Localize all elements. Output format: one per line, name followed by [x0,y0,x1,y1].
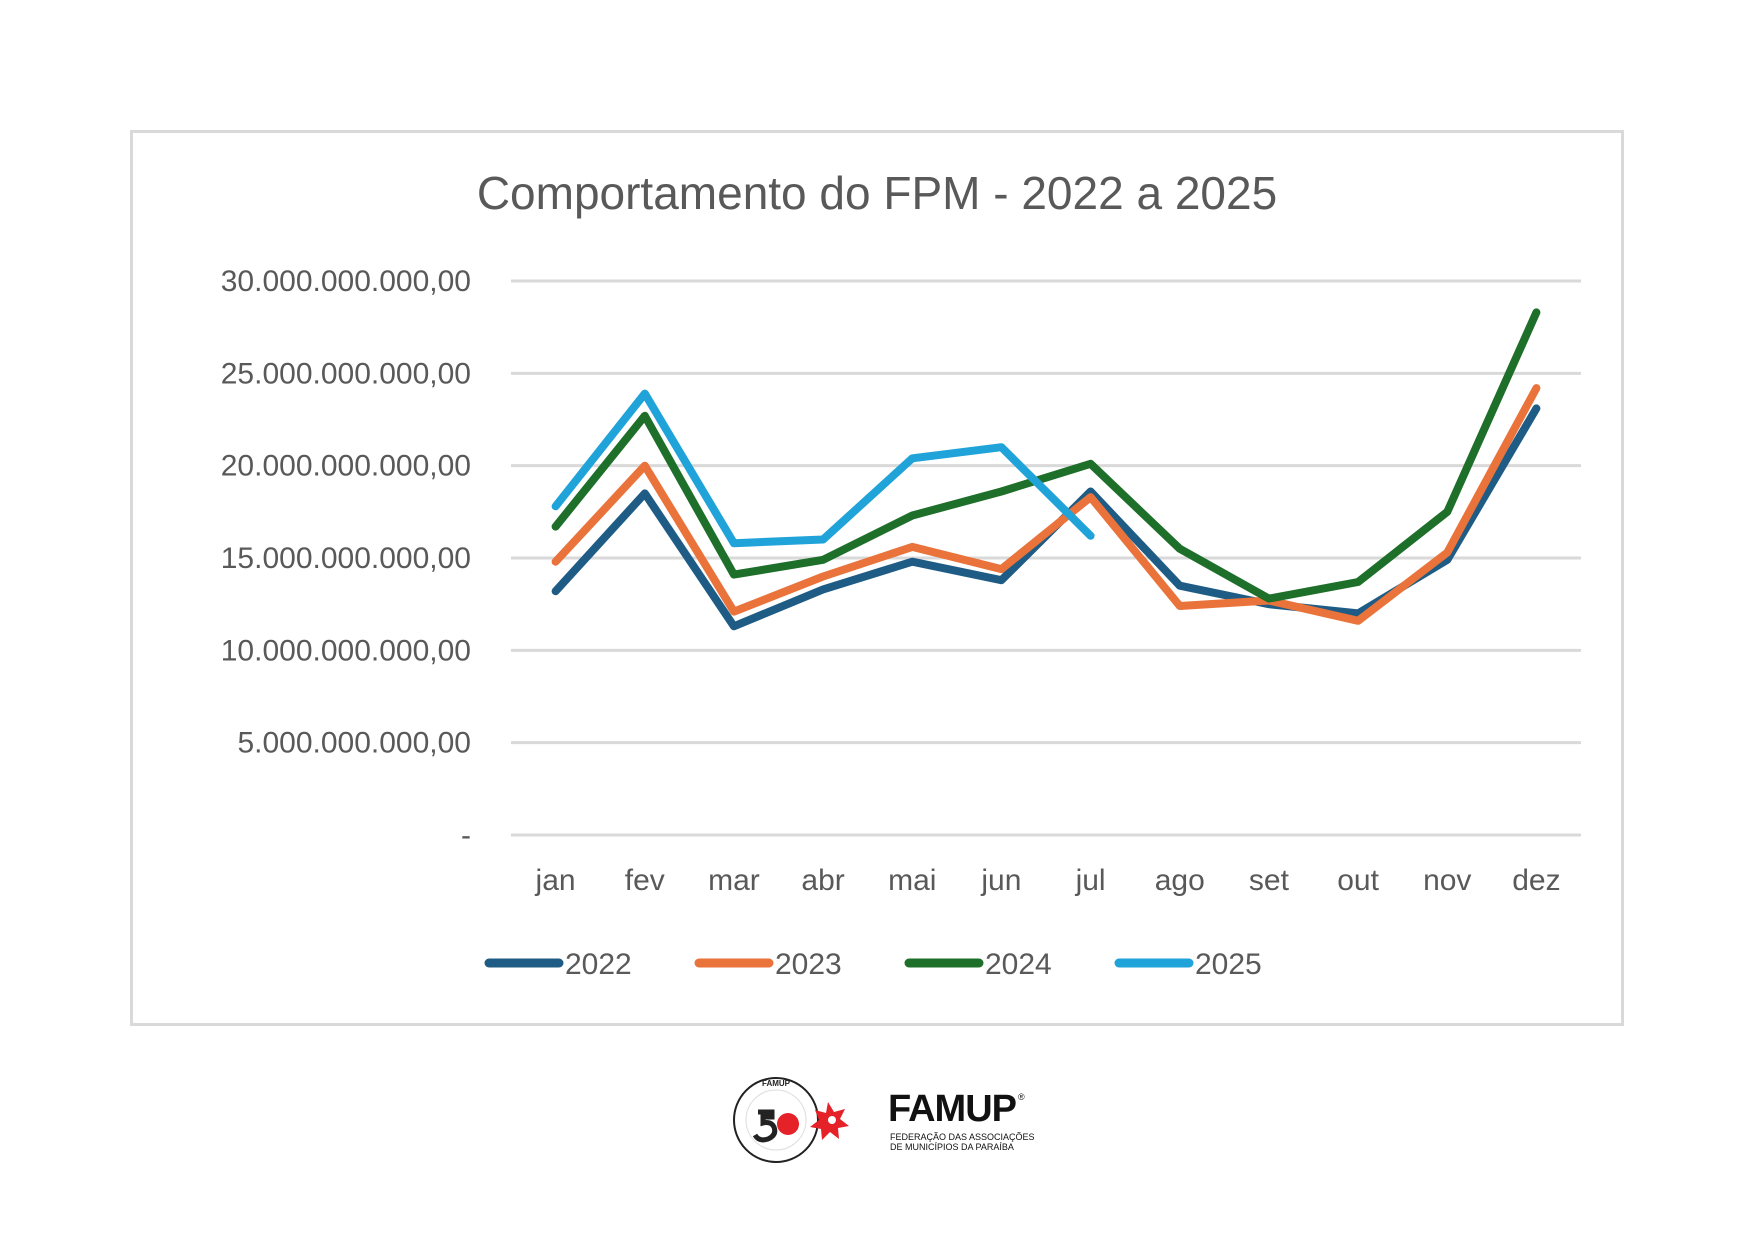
x-tick-label: ago [1155,864,1205,897]
legend-label: 2025 [1195,948,1262,981]
legend-item-2022: 2022 [484,948,632,981]
famup-logo: FAMUP FAMUP ® FEDERAÇÃO DAS ASSOCIAÇÕES … [728,1072,1035,1168]
famup-subtitle-line2: DE MUNICÍPIOS DA PARAÍBA [890,1142,1014,1152]
registered-mark: ® [1018,1092,1025,1102]
x-tick-label: abr [801,864,844,897]
x-tick-label: mai [888,864,936,897]
series-line-2024 [551,308,1541,603]
chart-frame: Comportamento do FPM - 2022 a 2025 - 5.00… [130,130,1624,1026]
y-axis-labels: - 5.000.000.000,00 10.000.000.000,00 15.000… [221,265,471,852]
x-tick-label: set [1249,864,1290,897]
x-tick-label: out [1337,864,1379,897]
x-tick-label: jul [1075,864,1106,897]
famup-seal-icon: FAMUP [733,1077,849,1163]
y-tick-label: 10.000.000.000,00 [221,634,471,667]
y-tick-label: 15.000.000.000,00 [221,542,471,575]
legend-item-2023: 2023 [694,948,842,981]
x-tick-label: dez [1512,864,1560,897]
legend-label: 2024 [985,948,1052,981]
series-line-2025 [551,389,1095,548]
series-lines [551,308,1541,631]
famup-subtitle-line1: FEDERAÇÃO DAS ASSOCIAÇÕES [890,1132,1035,1142]
famup-subtitle: FEDERAÇÃO DAS ASSOCIAÇÕES DE MUNICÍPIOS … [890,1132,1040,1152]
legend-item-2024: 2024 [904,948,1052,981]
legend: 2022 2023 2024 2025 [484,948,1262,981]
gridlines [511,279,1581,837]
x-tick-label: jan [535,864,576,897]
y-tick-label: 5.000.000.000,00 [237,727,471,760]
famup-wordmark: FAMUP [888,1088,1017,1130]
legend-item-2025: 2025 [1114,948,1262,981]
x-tick-label: jun [980,864,1021,897]
line-chart: Comportamento do FPM - 2022 a 2025 - 5.00… [221,167,1581,981]
chart-title: Comportamento do FPM - 2022 a 2025 [477,167,1277,219]
x-axis-labels: jan fev mar abr mai jun jul ago set out nov dez [535,864,1561,897]
y-tick-label: 30.000.000.000,00 [221,265,471,298]
x-tick-label: mar [708,864,760,897]
y-tick-label: - [461,819,471,852]
y-tick-label: 20.000.000.000,00 [221,450,471,483]
x-tick-label: nov [1423,864,1471,897]
x-tick-label: fev [625,864,665,897]
series-line-2023 [551,384,1541,625]
legend-label: 2023 [775,948,842,981]
y-tick-label: 25.000.000.000,00 [221,357,471,390]
svg-text:FAMUP: FAMUP [762,1079,791,1088]
legend-label: 2022 [565,948,632,981]
